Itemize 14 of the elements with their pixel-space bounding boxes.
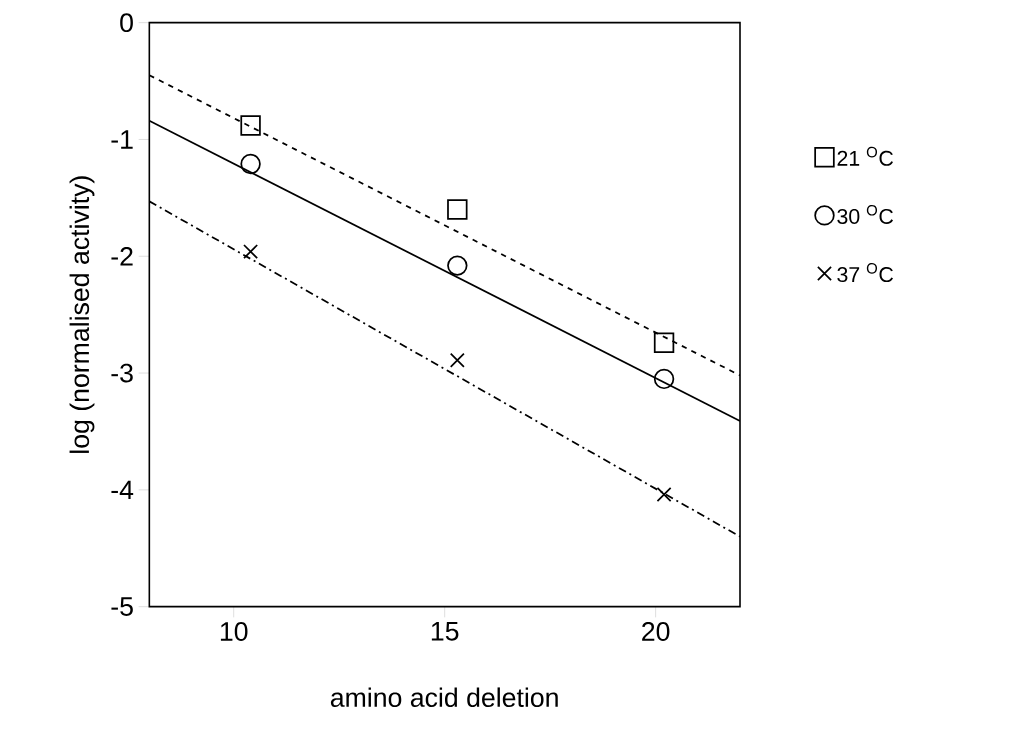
x-tick-label: 15 [431,622,459,641]
y-tick-label: -1 [111,130,133,149]
y-tick-label: -3 [111,363,133,383]
x-axis-title: amino acid deletion [330,687,558,708]
legend-label: 30 $^{O}$C [837,205,894,225]
y-tick-label: 0 [120,13,133,33]
y-tick-label: -4 [111,480,134,500]
x-tick-label: 20 [642,622,670,642]
x-tick-label: 10 [220,622,248,642]
legend-label: 21 $^{O}$C [837,147,894,167]
y-axis-title: log (normalised activity) [69,176,95,454]
y-tick-label: -2 [111,247,133,266]
y-tick-label: -5 [111,597,133,617]
legend-label: 37 $^{O}$C [837,263,894,283]
